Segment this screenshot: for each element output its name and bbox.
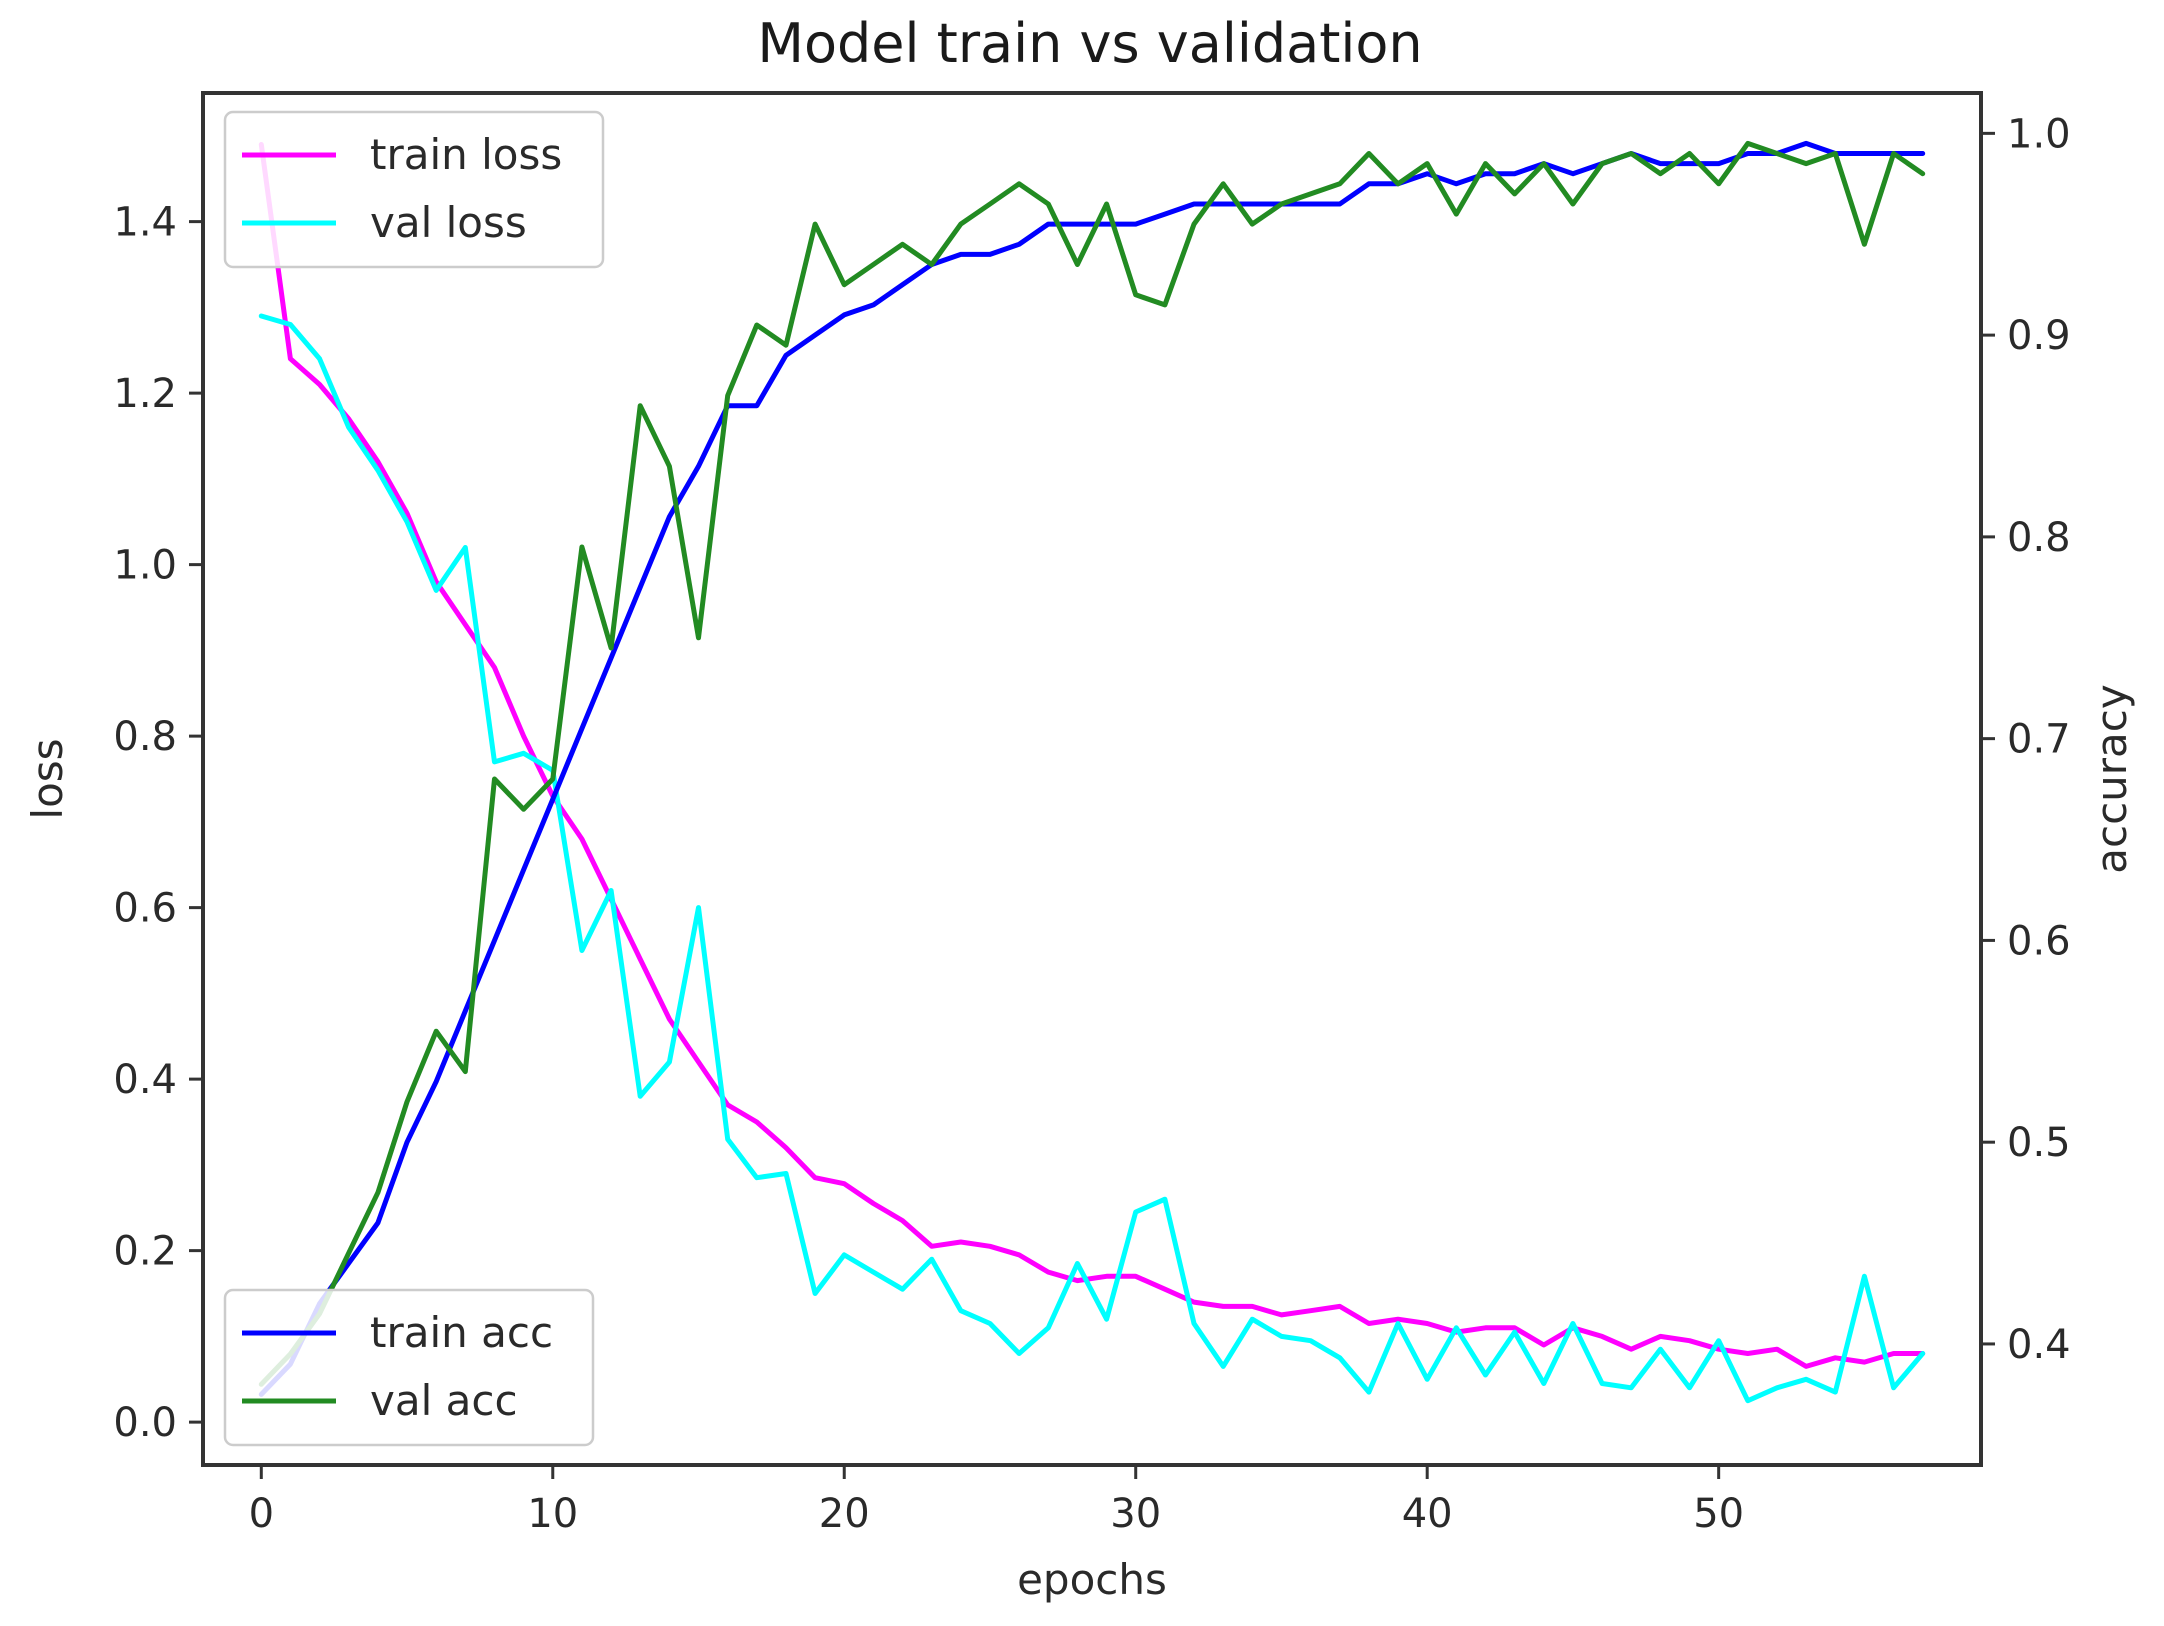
- y-right-tick-label: 0.8: [2007, 515, 2071, 561]
- y-left-tick-label: 0.6: [113, 886, 177, 932]
- y-left-tick-label: 1.4: [113, 200, 177, 246]
- y-left-tick-label: 1.2: [113, 371, 177, 417]
- legend-train-acc-label: train acc: [370, 1308, 553, 1357]
- y-left-axis-label: loss: [23, 738, 72, 819]
- legend-val-loss-label: val loss: [370, 198, 527, 247]
- series-layer: [258, 140, 1926, 1404]
- series-line-train-acc: [258, 140, 1926, 1397]
- x-axis-ticks: 0 10 20 30 40 50: [249, 1465, 1744, 1537]
- y-left-tick-label: 0.8: [113, 714, 177, 760]
- y-right-tick-label: 0.4: [2007, 1322, 2071, 1368]
- y-left-tick-label: 0.0: [113, 1400, 177, 1446]
- legend-val-acc-label: val acc: [370, 1376, 518, 1425]
- x-tick-label: 40: [1402, 1491, 1453, 1537]
- y-right-tick-label: 1.0: [2007, 111, 2071, 157]
- series-line-train-loss: [258, 142, 1926, 1369]
- series-line-val-loss: [258, 313, 1926, 1404]
- legend-train-loss-label: train loss: [370, 130, 562, 179]
- chart-title: Model train vs validation: [757, 12, 1422, 75]
- x-tick-label: 20: [819, 1491, 870, 1537]
- y-left-axis-ticks: 0.0 0.2 0.4 0.6 0.8 1.0 1.2 1.4: [113, 200, 203, 1446]
- plot-frame: [201, 91, 1983, 1467]
- x-tick-label: 50: [1693, 1491, 1744, 1537]
- y-right-axis-ticks: 0.4 0.5 0.6 0.7 0.8 0.9 1.0: [1981, 111, 2071, 1368]
- legend-accuracy: train acc val acc: [223, 1288, 595, 1447]
- legend-loss: train loss val loss: [223, 110, 605, 269]
- y-right-axis-label: accuracy: [2087, 684, 2136, 874]
- legend-accuracy-box: [223, 1288, 595, 1447]
- x-tick-label: 30: [1110, 1491, 1161, 1537]
- series-line-val-acc: [258, 140, 1926, 1387]
- y-right-tick-label: 0.5: [2007, 1120, 2071, 1166]
- x-tick-label: 0: [249, 1491, 274, 1537]
- x-axis-label: epochs: [1017, 1555, 1167, 1604]
- y-left-tick-label: 1.0: [113, 543, 177, 589]
- y-right-tick-label: 0.7: [2007, 717, 2071, 763]
- legend-loss-box: [223, 110, 605, 269]
- y-right-tick-label: 0.6: [2007, 918, 2071, 964]
- y-right-tick-label: 0.9: [2007, 313, 2071, 359]
- y-left-tick-label: 0.2: [113, 1229, 177, 1275]
- x-tick-label: 10: [527, 1491, 578, 1537]
- y-left-tick-label: 0.4: [113, 1057, 177, 1103]
